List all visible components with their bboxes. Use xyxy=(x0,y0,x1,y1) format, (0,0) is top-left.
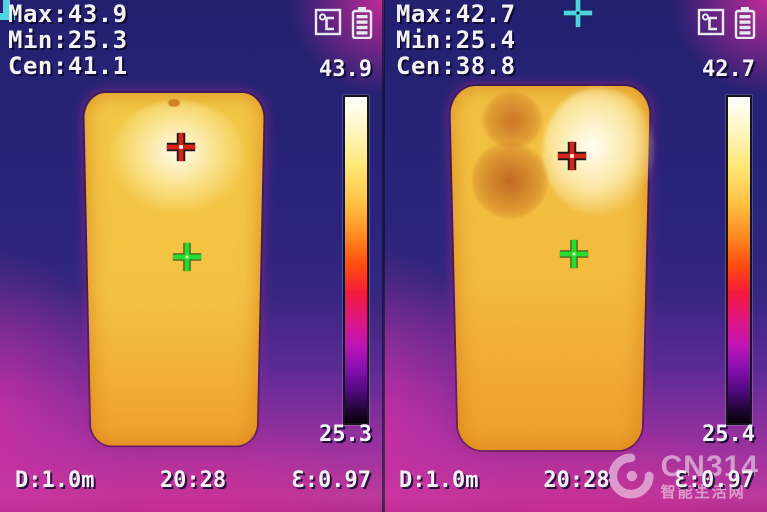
watermark-text: CN314 智能生活网 xyxy=(660,450,759,501)
status-bar: D:1.0m 20:28 Ɛ:0.97 xyxy=(384,468,767,493)
min-reading: Min:25.3 xyxy=(8,26,128,54)
watermark-subtitle: 智能生活网 xyxy=(660,484,746,501)
celsius-unit-icon xyxy=(697,8,725,36)
center-temp-cross-icon xyxy=(172,242,202,272)
scale-min-label: 25.4 xyxy=(702,422,755,447)
scale-max-label: 43.9 xyxy=(319,57,372,82)
max-temp-cross-icon xyxy=(166,132,196,162)
scale-max-label: 42.7 xyxy=(702,57,755,82)
thermal-panel-back: Max:42.7 Min:25.4 Cen:38.8 42.7 25.4 xyxy=(384,0,767,512)
min-temp-marker-icon xyxy=(0,0,18,24)
cn314-logo-icon xyxy=(608,453,654,499)
emissivity-value: Ɛ:0.97 xyxy=(291,468,371,493)
temperature-readings: Max:42.7 Min:25.4 Cen:38.8 xyxy=(396,1,516,79)
celsius-unit-icon xyxy=(314,8,342,36)
center-temp-cross-icon xyxy=(559,239,589,269)
distance-value: D:1.0m xyxy=(15,468,95,493)
camera-module-cool-spot xyxy=(482,91,543,149)
battery-icon xyxy=(734,7,756,39)
watermark: CN314 智能生活网 xyxy=(605,450,759,502)
hud-icons xyxy=(314,7,373,39)
thermal-color-scale xyxy=(343,95,369,425)
panel-divider xyxy=(382,0,385,512)
battery-icon xyxy=(351,7,373,39)
watermark-brand: CN314 xyxy=(660,450,759,483)
min-reading: Min:25.4 xyxy=(396,26,516,54)
camera-lens-cool-spot xyxy=(471,142,549,219)
hud-icons xyxy=(697,7,756,39)
min-temp-cross-icon xyxy=(563,0,593,28)
time-value: 20:28 xyxy=(159,468,227,493)
max-temp-cross-icon xyxy=(557,141,587,171)
temperature-readings: Max:43.9 Min:25.3 Cen:41.1 xyxy=(8,1,128,79)
max-reading: Max:42.7 xyxy=(396,0,516,28)
distance-value: D:1.0m xyxy=(399,468,479,493)
thermal-color-scale xyxy=(726,95,752,425)
time-value: 20:28 xyxy=(543,468,610,493)
emissivity-value: Ɛ:0.97 xyxy=(674,468,754,493)
scale-min-label: 25.3 xyxy=(319,422,372,447)
center-reading: Cen:41.1 xyxy=(8,52,128,80)
phone-back-thermal-image xyxy=(450,86,656,451)
max-reading: Max:43.9 xyxy=(8,0,128,28)
status-bar: D:1.0m 20:28 Ɛ:0.97 xyxy=(0,468,384,493)
thermal-panel-front: Max:43.9 Min:25.3 Cen:41.1 43.9 25.3 xyxy=(0,0,384,512)
center-reading: Cen:38.8 xyxy=(396,52,516,80)
punch-hole-camera-dot xyxy=(168,98,180,107)
